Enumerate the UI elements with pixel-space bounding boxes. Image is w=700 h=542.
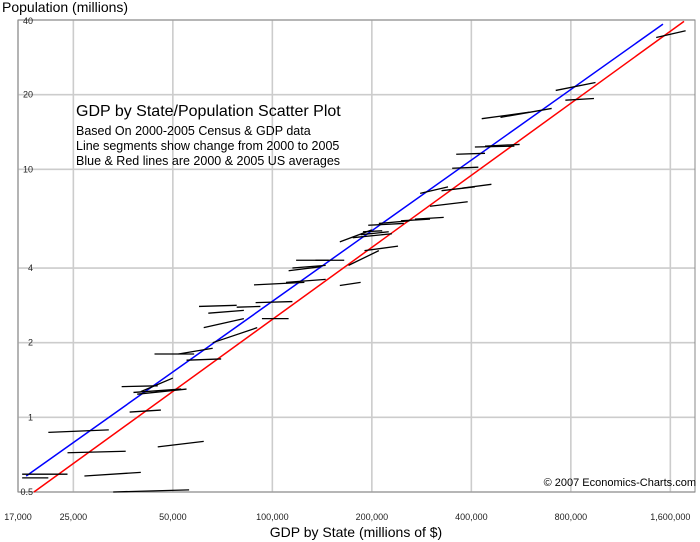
x-tick-label: 200,000 (356, 512, 389, 522)
y-tick-label: 10 (23, 164, 33, 174)
y-tick-label: 0.5 (20, 487, 33, 497)
state-segment (352, 233, 392, 239)
state-segment (121, 385, 158, 388)
state-segment (348, 250, 380, 266)
average-line-2005 (33, 20, 685, 493)
state-segment (414, 216, 444, 220)
x-axis-title: GDP by State (millions of $) (270, 524, 442, 540)
x-tick-label: 25,000 (60, 512, 88, 522)
state-segment (400, 218, 431, 222)
subtitle-line-3: Blue & Red lines are 2000 & 2005 US aver… (76, 154, 340, 168)
state-segment (48, 429, 109, 433)
x-tick-label: 17,000 (4, 512, 32, 522)
state-segment (419, 186, 449, 194)
average-line-2000 (25, 23, 664, 477)
state-segment (255, 300, 293, 304)
state-segment (339, 281, 361, 287)
state-segment (199, 304, 237, 308)
state-segment (140, 377, 174, 393)
state-segment (113, 489, 190, 493)
state-segment (236, 305, 261, 308)
state-segment (565, 97, 595, 101)
state-segment (285, 278, 326, 284)
state-segment (452, 166, 479, 169)
x-tick-label: 100,000 (256, 512, 289, 522)
state-segment (186, 358, 222, 361)
grid (17, 19, 695, 493)
state-segment (456, 152, 486, 155)
state-segment (484, 143, 520, 147)
x-tick-label: 800,000 (555, 512, 588, 522)
y-axis-title: Population (millions) (2, 0, 128, 15)
y-tick-label: 20 (23, 90, 33, 100)
axis-ticks: 17,000 25,000 50,000 100,000 200,000 400,000 8… (4, 16, 690, 522)
state-segment (129, 409, 161, 413)
state-segment (656, 30, 686, 39)
state-segment (362, 230, 383, 233)
title-block: GDP by State/Population Scatter Plot Bas… (76, 103, 341, 168)
y-tick-label: 2 (28, 338, 33, 348)
plot-frame (17, 19, 696, 493)
y-tick-label: 40 (23, 16, 33, 26)
state-segment (137, 388, 187, 395)
state-segment (253, 281, 305, 286)
state-segment (461, 183, 492, 189)
state-segment (288, 266, 321, 272)
state-segment (292, 264, 326, 269)
state-segment (178, 347, 213, 355)
average-lines (25, 20, 685, 493)
state-segment (157, 440, 204, 448)
chart-title: GDP by State/Population Scatter Plot (76, 103, 341, 120)
state-segment (474, 145, 515, 148)
copyright-credit: © 2007 Economics-Charts.com (544, 477, 696, 489)
subtitle-line-2: Line segments show change from 2000 to 2… (76, 139, 339, 153)
state-segment (67, 450, 126, 454)
x-tick-label: 50,000 (159, 512, 187, 522)
state-segments (22, 30, 686, 493)
state-segment (212, 327, 258, 344)
y-tick-label: 4 (28, 263, 33, 273)
x-tick-label: 400,000 (455, 512, 488, 522)
state-segment (429, 201, 468, 207)
state-segment (500, 107, 552, 118)
state-segment (203, 318, 245, 329)
state-segment (84, 471, 141, 477)
x-tick-label: 1,600,000 (650, 512, 690, 522)
subtitle-line-1: Based On 2000-2005 Census & GDP data (76, 124, 311, 138)
state-segment (208, 309, 244, 314)
state-segment (364, 245, 399, 252)
state-segment (360, 231, 389, 236)
state-segment (368, 222, 404, 226)
state-segment (555, 81, 596, 92)
y-tick-label: 1 (28, 412, 33, 422)
